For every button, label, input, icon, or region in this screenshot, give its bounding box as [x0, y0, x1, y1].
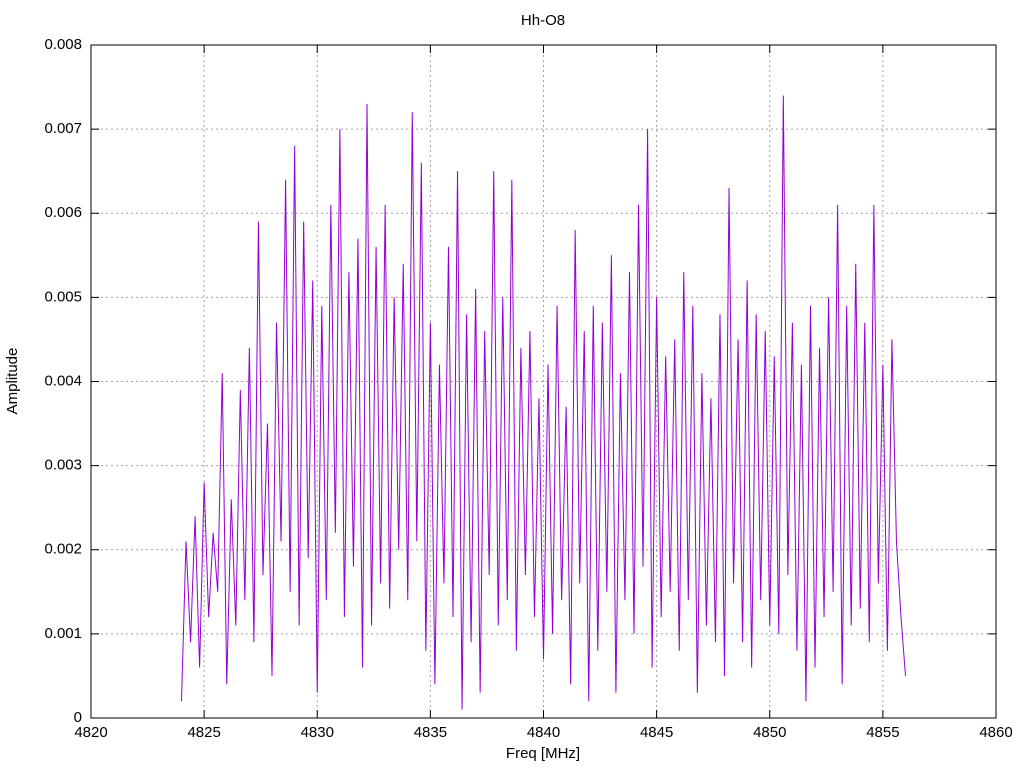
- y-tick-label: 0.008: [44, 36, 82, 53]
- x-tick-label: 4840: [527, 724, 560, 741]
- x-tick-label: 4830: [301, 724, 334, 741]
- y-tick-label: 0.003: [44, 457, 82, 474]
- plot-border: [90, 44, 997, 719]
- x-tick-label: 4855: [866, 724, 899, 741]
- y-tick-label: 0.006: [44, 204, 82, 221]
- y-tick-label: 0.004: [44, 372, 82, 389]
- x-tick-label: 4835: [414, 724, 447, 741]
- data-line: [181, 95, 906, 710]
- x-axis-label: Freq [MHz]: [506, 745, 580, 762]
- x-tick-label: 4850: [753, 724, 786, 741]
- chart-title: Hh-O8: [521, 12, 565, 29]
- y-tick-label: 0: [74, 709, 82, 726]
- x-tick-label: 4820: [74, 724, 107, 741]
- x-tick-label: 4860: [979, 724, 1012, 741]
- y-tick-label: 0.005: [44, 288, 82, 305]
- y-tick-label: 0.002: [44, 541, 82, 558]
- x-tick-label: 4825: [187, 724, 220, 741]
- y-tick-label: 0.001: [44, 625, 82, 642]
- x-tick-label: 4845: [640, 724, 673, 741]
- y-axis-label: Amplitude: [4, 348, 21, 415]
- y-tick-label: 0.007: [44, 120, 82, 137]
